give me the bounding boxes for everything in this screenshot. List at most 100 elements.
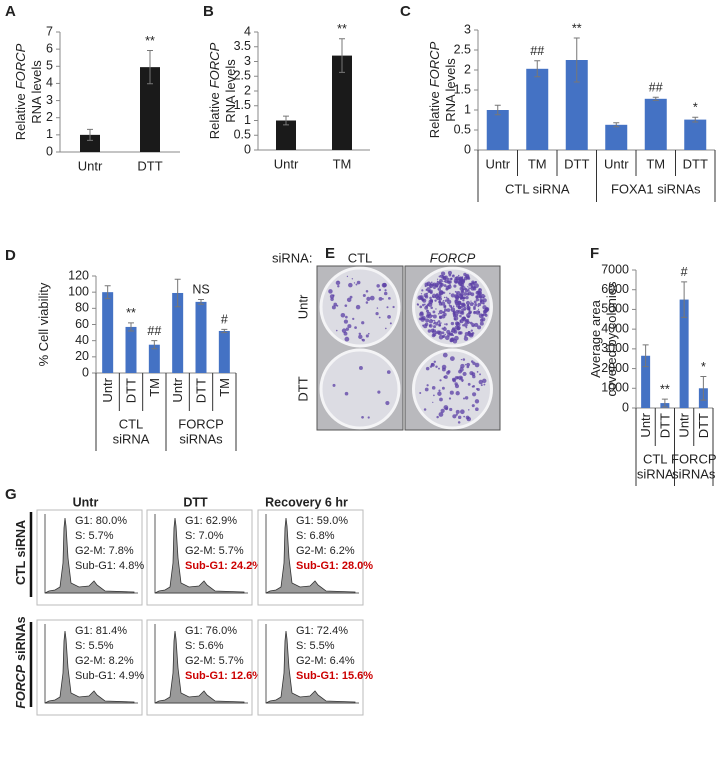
cycle-stat: S: 5.5%: [296, 640, 335, 652]
colony: [479, 318, 484, 323]
colony: [469, 321, 473, 325]
colony: [440, 322, 442, 324]
colony: [463, 415, 466, 418]
y-axis-label-part: Relative: [13, 93, 28, 140]
bar: [218, 330, 230, 373]
y-tick-label: 20: [75, 349, 89, 363]
colony: [459, 367, 464, 372]
colony: [474, 303, 478, 307]
colony: [439, 315, 442, 318]
colony: [462, 299, 465, 302]
colony: [443, 280, 446, 283]
group-label: CTL: [119, 416, 144, 431]
y-axis-label-part: % Cell viability: [36, 282, 51, 366]
group-label: CTL: [643, 451, 668, 466]
colony: [428, 290, 431, 293]
colony: [367, 416, 370, 419]
colony: [439, 379, 442, 382]
colony: [454, 295, 460, 300]
colony: [424, 295, 429, 299]
plate: [319, 348, 401, 430]
y-tick-label: 1: [244, 113, 251, 127]
colony: [454, 290, 457, 293]
colony: [375, 311, 379, 316]
y-tick-label: 5000: [601, 302, 629, 316]
bar: [641, 355, 651, 408]
x-tick-label: DTT: [137, 158, 162, 173]
colony: [478, 379, 484, 385]
colony: [431, 314, 434, 317]
colony: [348, 282, 353, 288]
y-axis-label: Average area: [588, 299, 603, 378]
y-tick-label: 1000: [601, 381, 629, 395]
colony: [436, 280, 439, 282]
colony: [466, 365, 470, 369]
column-label: CTL: [348, 250, 373, 265]
plate: [412, 348, 493, 430]
colony: [468, 311, 472, 315]
row-label-part: siRNAs: [14, 616, 28, 661]
colony: [471, 331, 475, 335]
y-tick-label: 0: [82, 365, 89, 379]
colony: [470, 286, 475, 291]
colony: [453, 284, 457, 288]
colony: [460, 296, 464, 300]
panel-letter: E: [325, 245, 335, 262]
colony: [439, 274, 442, 277]
colony: [439, 324, 441, 327]
colony: [367, 332, 370, 335]
colony: [365, 301, 369, 304]
colony: [434, 283, 439, 288]
x-tick-label: DTT: [193, 378, 208, 403]
colony: [440, 271, 446, 276]
colony: [433, 325, 437, 329]
colony: [456, 291, 461, 296]
colony: [335, 329, 338, 332]
error-bar: [198, 298, 204, 305]
cycle-stat: G1: 80.0%: [75, 515, 127, 527]
colony: [335, 280, 341, 286]
colony: [429, 291, 433, 295]
y-tick-label: 3000: [601, 341, 629, 355]
colony: [461, 284, 463, 287]
y-tick-label: 40: [75, 333, 89, 347]
significance-label: ##: [530, 44, 544, 58]
significance-label: *: [693, 100, 698, 114]
colony: [448, 273, 452, 277]
cycle-stat: Sub-G1: 4.8%: [75, 560, 144, 572]
colony: [417, 295, 423, 301]
colony: [435, 308, 437, 310]
colony: [427, 329, 432, 333]
colony: [437, 312, 440, 315]
colony: [355, 283, 358, 286]
colony: [344, 304, 348, 308]
colony: [377, 390, 381, 394]
colony: [452, 414, 457, 419]
x-tick-label: Untr: [170, 377, 185, 402]
colony: [438, 412, 444, 417]
colony: [423, 299, 425, 301]
y-axis-label: Relative FORCP: [427, 41, 442, 138]
error-bar: [534, 60, 541, 78]
colony: [475, 298, 480, 302]
column-label: FORCP: [430, 250, 476, 265]
panel-letter: G: [5, 486, 17, 503]
panel-letter: D: [5, 247, 16, 264]
row-label: DTT: [295, 376, 310, 401]
colony: [452, 310, 454, 313]
colony: [438, 367, 440, 370]
error-bar: [700, 375, 707, 401]
cycle-stat: S: 5.5%: [75, 640, 114, 652]
significance-label: ##: [147, 324, 161, 338]
colony: [451, 327, 456, 331]
colony: [449, 284, 451, 286]
colony: [436, 278, 439, 280]
error-bar: [151, 340, 158, 350]
colony: [337, 285, 340, 288]
y-axis-label: RNA levels: [443, 58, 458, 122]
y-tick-label: 0: [46, 144, 53, 158]
colony: [459, 302, 462, 305]
y-tick-label: 4: [244, 24, 251, 38]
cycle-stat: Sub-G1: 15.6%: [296, 670, 373, 682]
x-tick-label: Untr: [274, 156, 299, 171]
